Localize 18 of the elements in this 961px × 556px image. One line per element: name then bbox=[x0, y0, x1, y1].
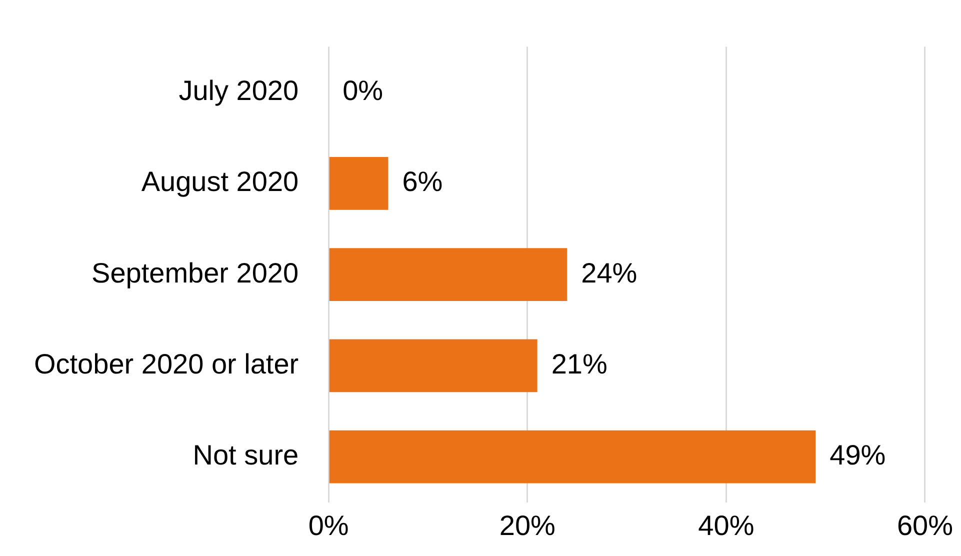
x-tick-label: 60% bbox=[896, 510, 954, 541]
x-tick-label: 40% bbox=[698, 510, 754, 541]
y-tick-label: September 2020 bbox=[92, 257, 299, 288]
y-tick-label: Not sure bbox=[192, 440, 299, 471]
data-label: 0% bbox=[342, 75, 384, 106]
data-label: 21% bbox=[551, 348, 608, 380]
bar bbox=[329, 157, 388, 210]
bar bbox=[329, 248, 568, 302]
data-label: 49% bbox=[830, 440, 886, 471]
y-tick-label: October 2020 or later bbox=[34, 348, 299, 380]
data-label: 6% bbox=[402, 166, 443, 198]
data-label: 24% bbox=[581, 257, 638, 288]
bar bbox=[329, 430, 816, 484]
y-tick-label: August 2020 bbox=[141, 166, 299, 198]
x-tick-label: 0% bbox=[308, 510, 349, 541]
y-tick-label: July 2020 bbox=[178, 75, 299, 106]
x-tick-label: 20% bbox=[499, 510, 556, 541]
bar bbox=[329, 339, 538, 392]
